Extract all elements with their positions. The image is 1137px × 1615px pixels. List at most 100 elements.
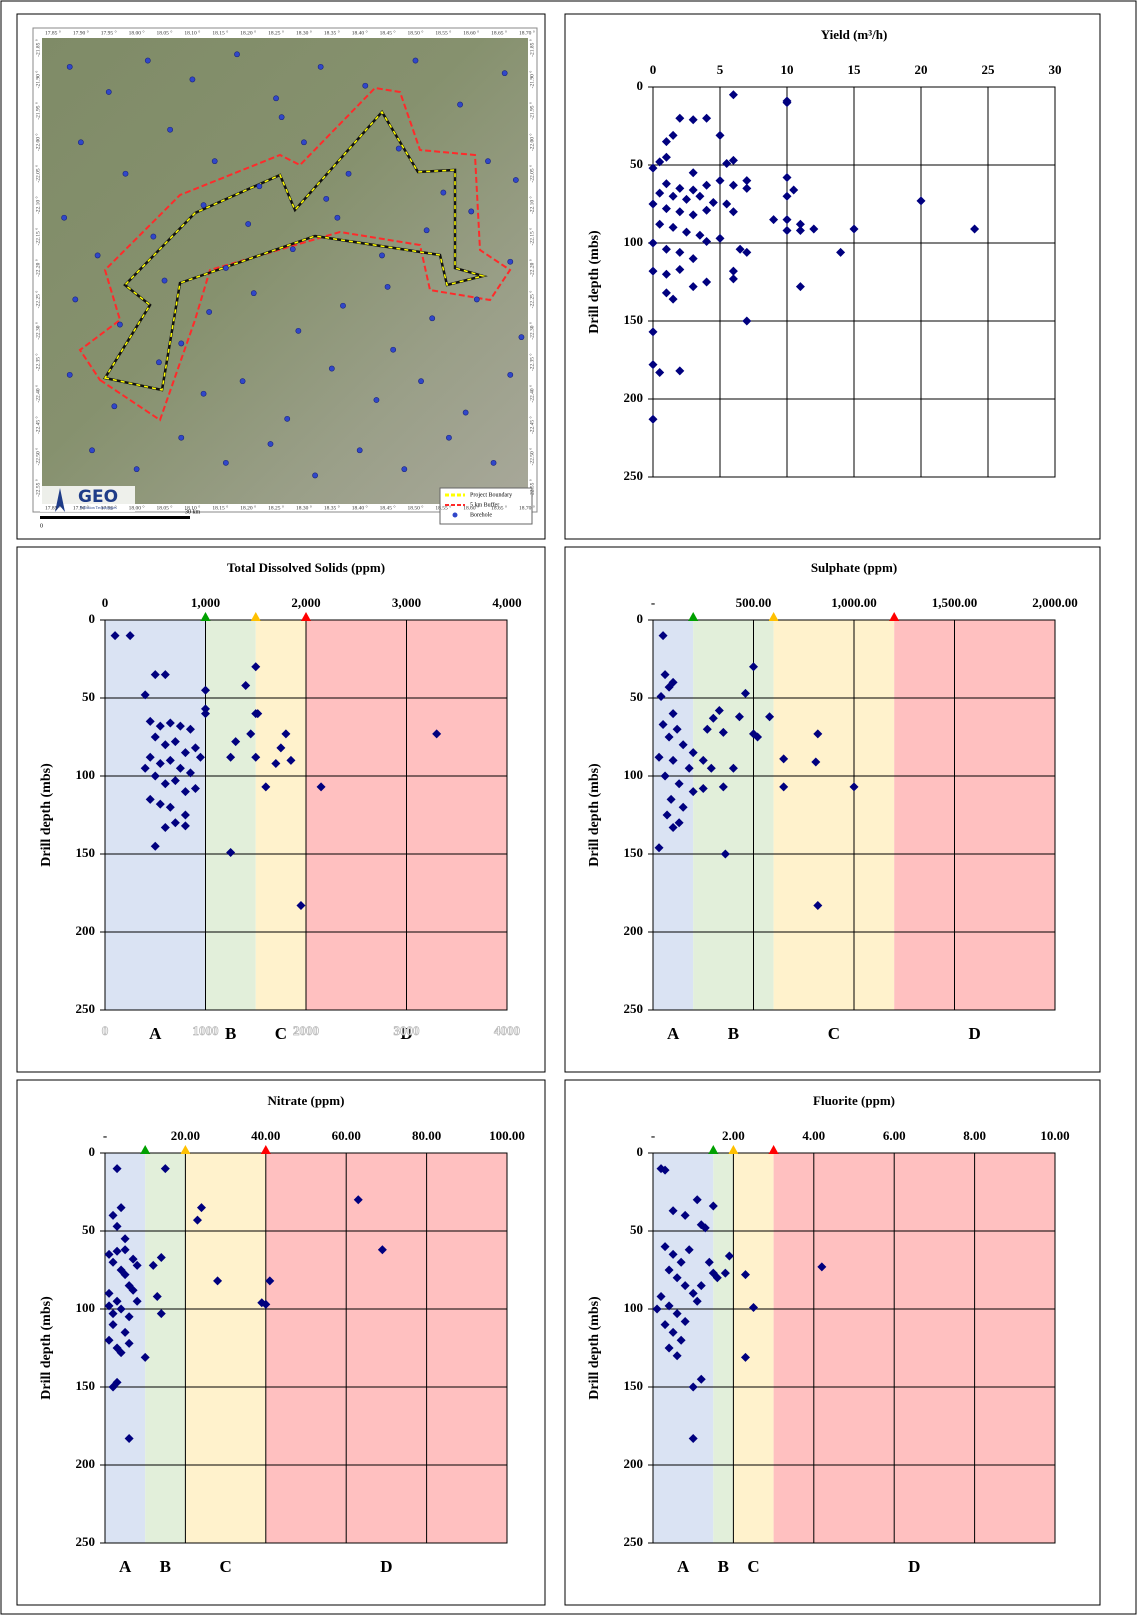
lon-tick-label: 17.85 ° — [45, 29, 61, 36]
borehole — [402, 467, 407, 472]
lat-tick-label: -21.95 ° — [34, 102, 41, 120]
x-tick-label: 30 — [1049, 62, 1062, 77]
borehole — [151, 234, 156, 239]
lat-tick-label: -21.90 ° — [34, 71, 41, 89]
y-tick-label: 100 — [624, 1300, 644, 1315]
lon-tick-label: 18.25 ° — [268, 504, 284, 511]
zone-label: B — [728, 1024, 739, 1043]
borehole — [457, 102, 462, 107]
y-tick-label: 50 — [630, 156, 643, 171]
lat-tick-label: -22.40 ° — [34, 385, 41, 403]
lat-tick-label: -21.90 ° — [528, 71, 535, 89]
lat-tick-label: -22.15 ° — [34, 228, 41, 246]
x-tick-label: 2,000.00 — [1032, 595, 1078, 610]
zone-band — [145, 1153, 185, 1543]
y-tick-label: 150 — [624, 312, 644, 327]
zone-band — [206, 620, 256, 1010]
lat-tick-label: -22.25 ° — [528, 291, 535, 309]
lat-tick-label: -22.10 ° — [34, 196, 41, 214]
x-tick-label: 40.00 — [251, 1128, 280, 1143]
lat-tick-label: -22.15 ° — [528, 228, 535, 246]
borehole — [145, 58, 150, 63]
borehole — [446, 435, 451, 440]
y-tick-label: 200 — [624, 390, 644, 405]
borehole — [418, 379, 423, 384]
lat-tick-label: -22.00 ° — [34, 133, 41, 151]
borehole — [285, 416, 290, 421]
y-tick-label: 0 — [637, 1144, 644, 1159]
lat-tick-label: -22.00 ° — [528, 133, 535, 151]
x-tick-label: - — [651, 1128, 655, 1143]
y-tick-label: 0 — [89, 611, 96, 626]
zone-label: B — [225, 1024, 236, 1043]
x-tick-label: 1,000.00 — [831, 595, 877, 610]
lon-tick-label: 18.45 ° — [380, 29, 396, 36]
borehole — [89, 448, 94, 453]
borehole — [335, 215, 340, 220]
lon-tick-label: 18.15 ° — [212, 504, 228, 511]
zone-band — [653, 1153, 713, 1543]
y-tick-label: 250 — [76, 1534, 96, 1549]
x-tick-label: 4.00 — [802, 1128, 825, 1143]
borehole — [67, 64, 72, 69]
lon-tick-label: 18.00 ° — [129, 504, 145, 511]
borehole — [301, 140, 306, 145]
chart-title: Nitrate (ppm) — [268, 1093, 345, 1108]
x-tick-label: 0 — [650, 62, 657, 77]
borehole — [469, 209, 474, 214]
x-tick-label: 60.00 — [332, 1128, 361, 1143]
figure: 17.85 °17.85 °17.90 °17.90 °17.95 °17.95… — [0, 0, 1137, 1615]
y-axis-label: Drill depth (mbs) — [39, 763, 54, 867]
y-tick-label: 200 — [76, 1456, 96, 1471]
zone-label: D — [968, 1024, 980, 1043]
page: 17.85 °17.85 °17.90 °17.90 °17.95 °17.95… — [0, 0, 1137, 1615]
y-tick-label: 150 — [624, 1378, 644, 1393]
borehole — [179, 341, 184, 346]
x-tick-label: 2,000 — [291, 595, 320, 610]
lat-tick-label: -22.45 ° — [528, 416, 535, 434]
y-tick-label: 200 — [76, 923, 96, 938]
borehole — [223, 460, 228, 465]
borehole — [396, 146, 401, 151]
lon-tick-label: 17.90 ° — [73, 29, 89, 36]
zone-band — [693, 620, 773, 1010]
chart-title: Yield (m³/h) — [821, 27, 888, 42]
zone-label: A — [667, 1024, 680, 1043]
x-tick-label: 20.00 — [171, 1128, 200, 1143]
borehole — [212, 159, 217, 164]
map-panel: 17.85 °17.85 °17.90 °17.90 °17.95 °17.95… — [17, 14, 545, 539]
lon-tick-label: 18.35 ° — [324, 29, 340, 36]
borehole — [363, 83, 368, 88]
x-tick-label: - — [103, 1128, 107, 1143]
lat-tick-label: -22.35 ° — [34, 353, 41, 371]
lat-tick-label: -21.85 ° — [34, 39, 41, 57]
lon-tick-label: 18.20 ° — [240, 29, 256, 36]
chart-title: Sulphate (ppm) — [811, 560, 897, 575]
legend-entry: Borehole — [470, 512, 492, 518]
bottom-tick-label: 1000 — [193, 1023, 219, 1038]
x-tick-label: 1,500.00 — [932, 595, 978, 610]
borehole — [257, 184, 262, 189]
borehole — [190, 77, 195, 82]
borehole — [179, 435, 184, 440]
lat-tick-label: -22.40 ° — [528, 385, 535, 403]
y-tick-label: 50 — [630, 1222, 643, 1237]
y-axis-label: Drill depth (mbs) — [39, 1296, 54, 1400]
lat-tick-label: -22.25 ° — [34, 291, 41, 309]
y-tick-label: 50 — [82, 1222, 95, 1237]
borehole — [296, 328, 301, 333]
borehole — [162, 278, 167, 283]
zone-band — [774, 620, 895, 1010]
zone-label: C — [747, 1557, 759, 1576]
lat-tick-label: -22.50 ° — [528, 448, 535, 466]
y-tick-label: 50 — [82, 689, 95, 704]
y-tick-label: 100 — [624, 234, 644, 249]
x-tick-label: - — [651, 595, 655, 610]
borehole — [508, 259, 513, 264]
x-tick-label: 80.00 — [412, 1128, 441, 1143]
lat-tick-label: -21.95 ° — [528, 102, 535, 120]
borehole — [67, 372, 72, 377]
borehole — [474, 297, 479, 302]
borehole — [357, 448, 362, 453]
zone-label: B — [718, 1557, 729, 1576]
